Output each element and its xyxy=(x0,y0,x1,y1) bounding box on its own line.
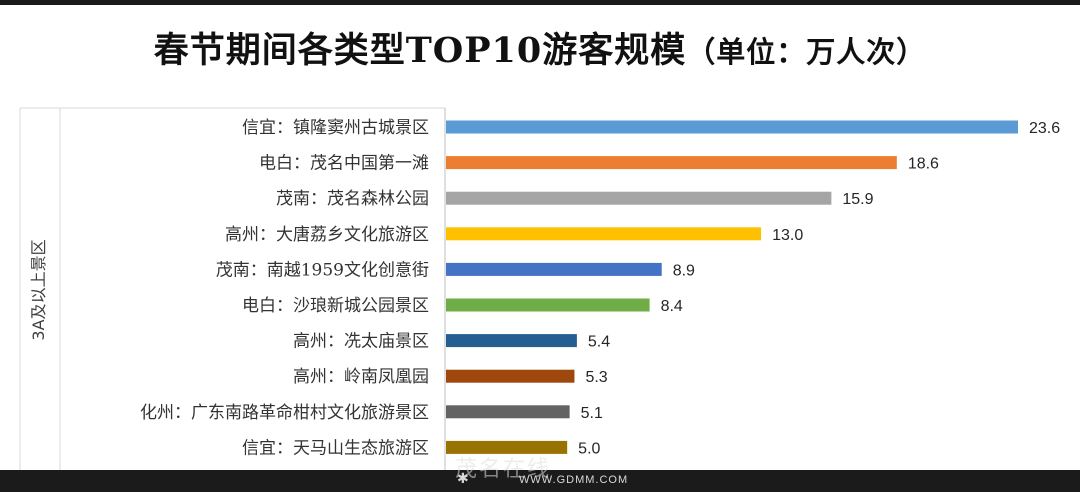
category-label: 信宜：镇隆窦州古城景区 xyxy=(242,118,429,138)
data-label: 8.9 xyxy=(673,262,695,279)
data-label: 23.6 xyxy=(1029,120,1060,137)
category-label: 茂南：茂名森林公园 xyxy=(276,189,429,209)
bar xyxy=(446,191,832,205)
watermark-logo: 茂名在线 xyxy=(455,457,552,482)
category-label: 高州：大唐荔乡文化旅游区 xyxy=(225,224,429,245)
chart-title-main: 春节期间各类型TOP10游客规模 xyxy=(153,30,687,71)
data-label: 5.3 xyxy=(585,369,607,386)
watermark-url: WWW.GDMM.COM xyxy=(519,474,629,486)
bar xyxy=(446,262,662,276)
bar-chart: 3A及以上景区 信宜：镇隆窦州古城景区 23.6 电白：茂名中国第一滩 18.6 茂南：… xyxy=(19,107,1060,470)
bar xyxy=(446,334,577,348)
bar xyxy=(446,405,570,419)
bar xyxy=(446,369,575,383)
category-label: 电白：茂名中国第一滩 xyxy=(259,154,429,174)
watermark-star-icon: ✱ xyxy=(457,471,469,487)
data-label: 18.6 xyxy=(908,156,939,173)
data-label: 5.0 xyxy=(578,440,600,457)
watermark: 茂名在线 ✱ WWW.GDMM.COM xyxy=(445,445,655,492)
data-label: 5.4 xyxy=(588,334,610,351)
bar xyxy=(446,120,1018,134)
category-label: 化州：广东南路革命柑村文化旅游景区 xyxy=(140,403,429,423)
bar xyxy=(446,227,762,241)
bar xyxy=(446,156,897,170)
bottom-bar xyxy=(0,470,1080,492)
top-edge-strip xyxy=(0,0,1080,5)
data-label: 5.1 xyxy=(581,405,603,422)
group-label: 3A及以上景区 xyxy=(29,239,48,340)
chart-title: 春节期间各类型TOP10游客规模（单位：万人次） xyxy=(0,22,1080,73)
category-label: 高州：岭南凤凰园 xyxy=(293,367,429,387)
data-label: 13.0 xyxy=(772,227,803,244)
bar xyxy=(446,298,650,312)
category-label: 信宜：天马山生态旅游区 xyxy=(242,438,429,458)
category-label: 电白：沙琅新城公园景区 xyxy=(242,296,429,316)
chart-title-unit: （单位：万人次） xyxy=(686,35,927,69)
bar xyxy=(446,440,568,454)
category-label: 茂南：南越1959文化创意街 xyxy=(216,260,429,280)
data-label: 8.4 xyxy=(661,298,683,315)
data-label: 15.9 xyxy=(842,191,873,208)
category-label: 高州：冼太庙景区 xyxy=(293,332,429,352)
